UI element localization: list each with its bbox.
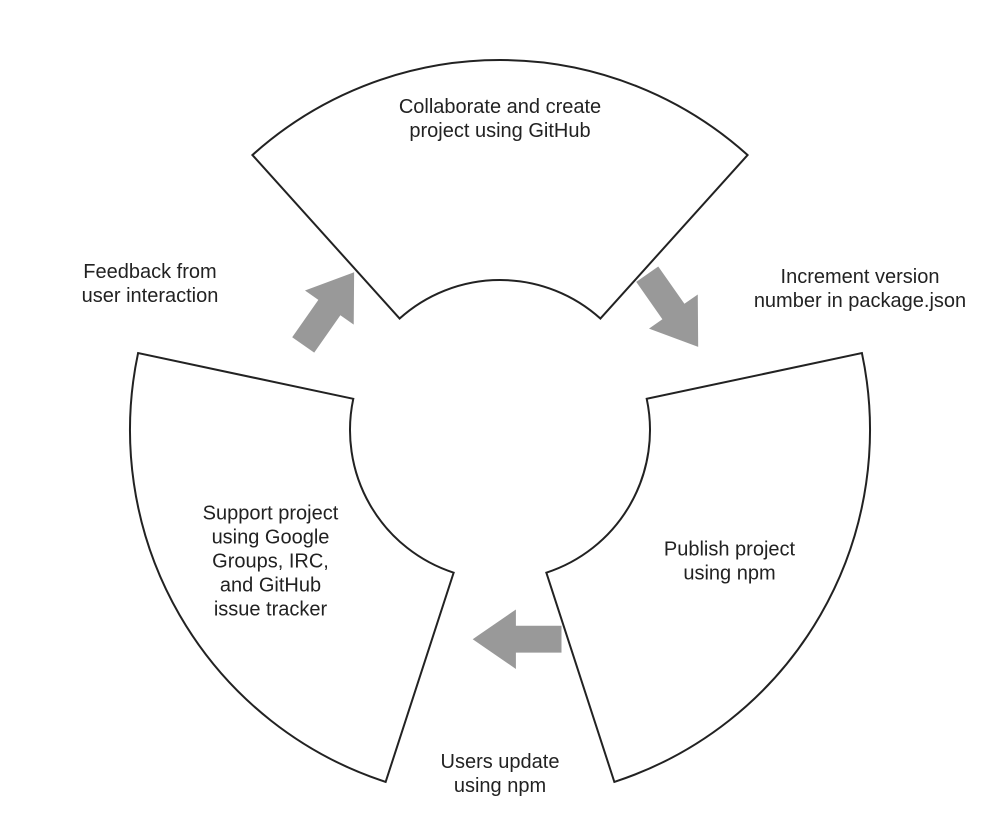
sector-label-support: Support projectusing GoogleGroups, IRC,a… <box>203 503 339 621</box>
